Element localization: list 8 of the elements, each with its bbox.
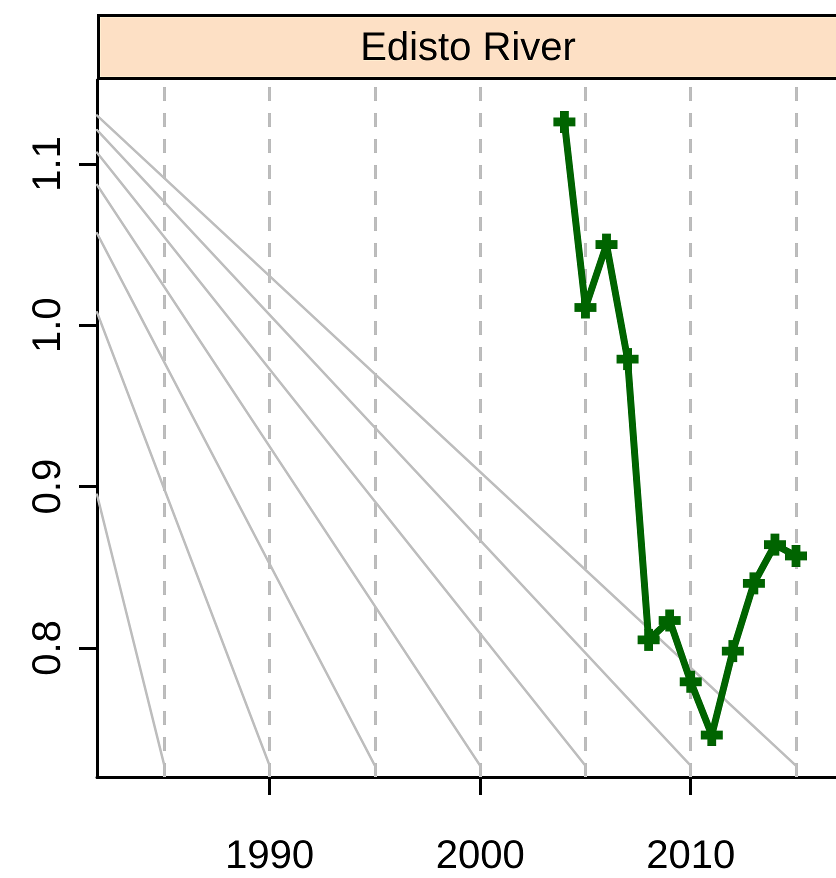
y-tick-label: 1.1 [25, 136, 69, 192]
y-tick-label: 1.0 [25, 297, 69, 354]
y-tick-label: 0.9 [25, 458, 69, 514]
x-tick-label: 1990 [225, 833, 314, 877]
y-tick-label: 0.8 [25, 620, 69, 676]
x-tick-label: 2010 [646, 833, 736, 877]
x-tick-label: 2000 [436, 833, 525, 877]
chart-title: Edisto River [97, 14, 836, 80]
